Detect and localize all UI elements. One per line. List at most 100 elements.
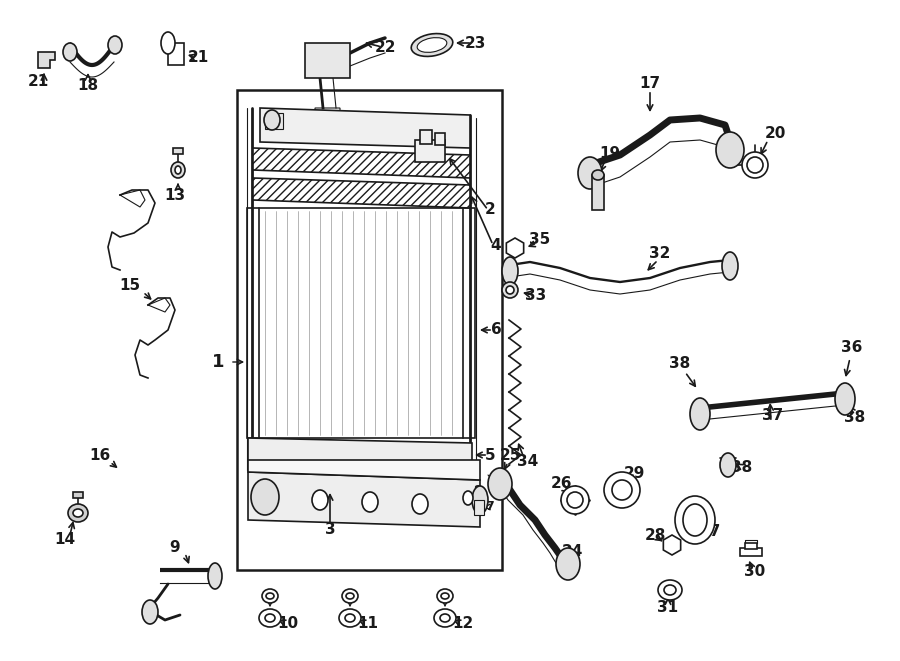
Text: 2: 2 bbox=[484, 202, 495, 217]
Ellipse shape bbox=[161, 32, 175, 54]
Polygon shape bbox=[248, 460, 480, 480]
Bar bbox=[592, 175, 604, 210]
Ellipse shape bbox=[664, 585, 676, 595]
Ellipse shape bbox=[658, 580, 682, 600]
Text: 3: 3 bbox=[325, 522, 336, 537]
Text: 36: 36 bbox=[842, 340, 863, 356]
Text: 10: 10 bbox=[277, 615, 299, 631]
Text: 21: 21 bbox=[187, 50, 209, 65]
Ellipse shape bbox=[437, 589, 453, 603]
Ellipse shape bbox=[266, 593, 274, 599]
Text: 18: 18 bbox=[77, 77, 99, 93]
Ellipse shape bbox=[592, 170, 604, 180]
Ellipse shape bbox=[262, 589, 278, 603]
Text: 26: 26 bbox=[551, 475, 572, 490]
Ellipse shape bbox=[346, 593, 354, 599]
Text: 29: 29 bbox=[624, 465, 644, 481]
Ellipse shape bbox=[68, 504, 88, 522]
Text: 17: 17 bbox=[639, 75, 661, 91]
Ellipse shape bbox=[259, 609, 281, 627]
Bar bbox=[745, 543, 757, 549]
Text: 13: 13 bbox=[165, 188, 185, 202]
Bar bbox=[237, 90, 502, 570]
Text: 23: 23 bbox=[464, 36, 486, 50]
Ellipse shape bbox=[412, 494, 428, 514]
Text: 28: 28 bbox=[644, 527, 666, 543]
Text: 38: 38 bbox=[732, 461, 752, 475]
Polygon shape bbox=[315, 108, 340, 128]
Text: 31: 31 bbox=[657, 600, 679, 615]
Text: 34: 34 bbox=[518, 455, 538, 469]
Text: 33: 33 bbox=[526, 288, 546, 303]
Polygon shape bbox=[38, 52, 55, 68]
Text: 7: 7 bbox=[486, 500, 494, 514]
Ellipse shape bbox=[251, 479, 279, 515]
Ellipse shape bbox=[418, 38, 446, 52]
Text: 25: 25 bbox=[500, 447, 521, 463]
Bar bbox=[265, 113, 283, 129]
Text: 1: 1 bbox=[212, 353, 224, 371]
Bar bbox=[474, 500, 484, 515]
Bar bbox=[173, 148, 183, 154]
Text: 27: 27 bbox=[699, 524, 721, 539]
Ellipse shape bbox=[742, 152, 768, 178]
Text: 24: 24 bbox=[562, 545, 582, 559]
Ellipse shape bbox=[488, 468, 512, 500]
Text: 14: 14 bbox=[54, 533, 76, 547]
Ellipse shape bbox=[434, 609, 456, 627]
Text: 5: 5 bbox=[485, 447, 495, 463]
Ellipse shape bbox=[506, 286, 514, 294]
Ellipse shape bbox=[208, 563, 222, 589]
Ellipse shape bbox=[441, 593, 449, 599]
Text: 11: 11 bbox=[357, 615, 379, 631]
Text: 15: 15 bbox=[120, 278, 140, 293]
Ellipse shape bbox=[561, 486, 589, 514]
Text: 8: 8 bbox=[473, 483, 482, 496]
Ellipse shape bbox=[339, 609, 361, 627]
Ellipse shape bbox=[556, 548, 580, 580]
Text: 30: 30 bbox=[744, 564, 766, 580]
Ellipse shape bbox=[683, 504, 707, 536]
Ellipse shape bbox=[604, 472, 640, 508]
Text: 38: 38 bbox=[670, 356, 690, 371]
Ellipse shape bbox=[411, 34, 453, 56]
Text: 20: 20 bbox=[764, 126, 786, 141]
Text: 4: 4 bbox=[491, 237, 501, 253]
Ellipse shape bbox=[312, 490, 328, 510]
Ellipse shape bbox=[175, 166, 181, 174]
Polygon shape bbox=[248, 472, 480, 527]
Ellipse shape bbox=[675, 496, 715, 544]
Ellipse shape bbox=[716, 132, 744, 168]
Ellipse shape bbox=[108, 36, 122, 54]
Ellipse shape bbox=[440, 614, 450, 622]
Text: 19: 19 bbox=[599, 145, 621, 161]
Ellipse shape bbox=[502, 257, 518, 285]
Bar bbox=[420, 130, 432, 144]
Bar bbox=[305, 43, 350, 78]
Ellipse shape bbox=[722, 252, 738, 280]
Text: 35: 35 bbox=[529, 233, 551, 247]
Ellipse shape bbox=[63, 43, 77, 61]
Ellipse shape bbox=[345, 614, 355, 622]
Ellipse shape bbox=[720, 453, 736, 477]
Bar bbox=[435, 133, 445, 145]
Bar bbox=[415, 140, 445, 162]
Ellipse shape bbox=[142, 600, 158, 624]
Text: 16: 16 bbox=[89, 447, 111, 463]
Polygon shape bbox=[260, 108, 470, 148]
Text: 9: 9 bbox=[170, 539, 180, 555]
Ellipse shape bbox=[265, 614, 275, 622]
Text: 6: 6 bbox=[491, 323, 501, 338]
Ellipse shape bbox=[342, 589, 358, 603]
Ellipse shape bbox=[362, 492, 378, 512]
Polygon shape bbox=[248, 438, 472, 473]
Ellipse shape bbox=[171, 162, 185, 178]
Ellipse shape bbox=[835, 383, 855, 415]
Bar bbox=[740, 548, 762, 556]
Text: 32: 32 bbox=[649, 245, 670, 260]
Bar bbox=[247, 208, 475, 438]
Ellipse shape bbox=[502, 282, 518, 298]
Text: 22: 22 bbox=[374, 40, 396, 54]
Text: 12: 12 bbox=[453, 615, 473, 631]
Text: 37: 37 bbox=[762, 407, 784, 422]
